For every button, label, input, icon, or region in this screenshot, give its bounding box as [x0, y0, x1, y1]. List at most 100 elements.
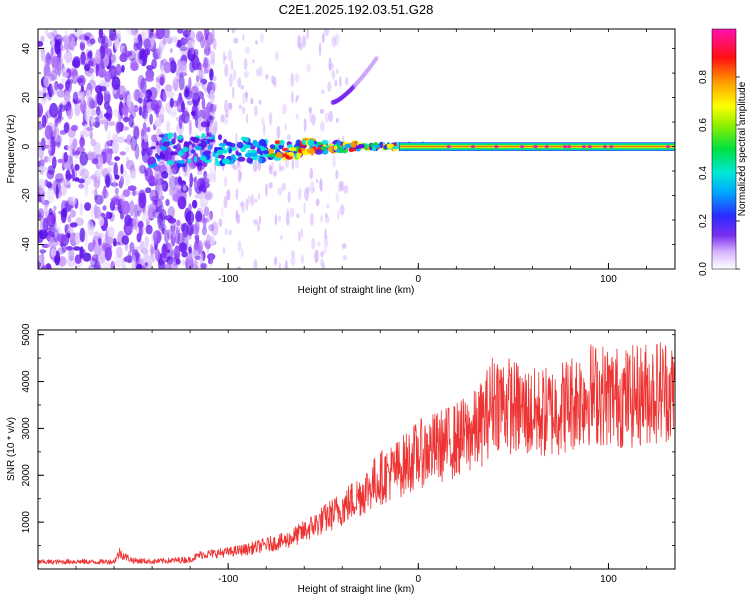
heatmap-noise-blob [158, 213, 164, 225]
heatmap-noise-blob [175, 78, 183, 83]
heatmap-noise-blob [180, 45, 189, 58]
heatmap-noise-blob [149, 243, 154, 256]
heatmap-noise-blob [107, 130, 112, 146]
heatmap-noise-blob [89, 130, 93, 140]
heatmap-noise-blob [69, 67, 78, 77]
heatmap-noise-blob [124, 214, 132, 227]
heatmap-faint-blob [320, 120, 325, 132]
heatmap-faint-blob [224, 113, 229, 119]
heatmap-noise-blob [191, 199, 198, 209]
heatmap-noise-blob [85, 56, 91, 62]
heatmap-noise-blob [159, 76, 165, 86]
heatmap-signal-blob [242, 144, 248, 150]
heatmap-faint-blob [278, 262, 281, 269]
heatmap-faint-blob [335, 169, 339, 180]
y-tick-label: 5000 [21, 323, 32, 346]
heatmap-noise-blob [92, 239, 96, 248]
heatmap-noise-blob [80, 85, 84, 92]
heatmap-faint-blob [272, 171, 278, 176]
heatmap-noise-blob [208, 115, 215, 121]
heatmap-faint-blob [331, 69, 336, 80]
heatmap-noise-blob [152, 230, 162, 244]
heatmap-faint-blob [308, 106, 312, 114]
heatmap-noise-blob [59, 103, 63, 110]
heatmap-noise-blob [111, 139, 119, 155]
heatmap-faint-blob [229, 73, 233, 88]
heatmap-signal-blob [215, 152, 218, 159]
heatmap-noise-blob [149, 113, 154, 125]
heatmap-faint-blob [253, 161, 258, 173]
heatmap-noise-blob [71, 168, 75, 182]
heatmap-noise-blob [138, 225, 143, 238]
heatmap-noise-blob [211, 221, 219, 236]
heatmap-noise-blob [145, 89, 153, 99]
heatmap-noise-blob [144, 236, 149, 248]
heatmap-noise-blob [204, 36, 210, 51]
heatmap-noise-blob [151, 231, 158, 246]
heatmap-noise-blob [150, 35, 155, 47]
heatmap-noise-blob [38, 178, 46, 194]
heatmap-noise-blob [72, 91, 79, 105]
heatmap-noise-blob [97, 35, 106, 44]
heatmap-noise-blob [152, 208, 161, 219]
heatmap-signal-blob [307, 139, 315, 146]
heatmap-noise-blob [59, 184, 67, 196]
heatmap-faint-blob [290, 91, 294, 104]
heatmap-noise-blob [175, 226, 180, 235]
heatmap-noise-blob [107, 166, 112, 173]
heatmap-faint-blob [224, 63, 229, 78]
heatmap-noise-blob [188, 76, 192, 90]
heatmap-faint-blob [253, 259, 258, 269]
heatmap-noise-blob [38, 211, 42, 219]
heatmap-signal-blob [244, 153, 253, 158]
heatmap-noise-blob [166, 165, 172, 180]
heatmap-noise-blob [95, 172, 101, 181]
heatmap-faint-blob [268, 182, 273, 189]
heatmap-noise-blob [119, 151, 127, 156]
heatmap-noise-blob [80, 37, 86, 44]
heatmap-noise-blob [155, 78, 161, 94]
heatmap-noise-blob [164, 146, 173, 163]
heatmap-noise-blob [52, 180, 57, 189]
heatmap-noise-blob [121, 104, 129, 116]
heatmap-signal-blob [260, 146, 265, 151]
heatmap-faint-blob [316, 178, 319, 184]
heatmap-noise-blob [107, 38, 113, 47]
heatmap-noise-blob [127, 185, 137, 191]
heatmap-faint-blob [235, 132, 238, 146]
heatmap-faint-blob [342, 135, 345, 143]
heatmap-faint-blob [296, 213, 300, 219]
heatmap-faint-blob [210, 255, 213, 269]
heatmap-noise-blob [200, 217, 209, 224]
heatmap-signal-blob [298, 148, 302, 154]
heatmap-noise-blob [181, 101, 185, 113]
heatmap-signal-blob [228, 147, 232, 154]
heatmap-peak-dot [470, 145, 475, 149]
heatmap-noise-blob [114, 255, 124, 267]
heatmap-noise-blob [79, 227, 86, 243]
heatmap-noise-blob [43, 92, 47, 98]
heatmap-noise-blob [46, 227, 56, 235]
heatmap-noise-blob [65, 173, 73, 180]
heatmap-faint-blob [206, 212, 212, 223]
heatmap-noise-blob [83, 36, 90, 41]
heatmap-signal-blob [182, 146, 189, 153]
heatmap-noise-blob [105, 148, 113, 164]
heatmap-noise-blob [120, 176, 124, 186]
heatmap-noise-blob [55, 183, 59, 200]
heatmap-noise-blob [197, 101, 201, 117]
heatmap-faint-blob [282, 103, 287, 115]
heatmap-faint-blob [231, 29, 236, 34]
heatmap-noise-blob [193, 49, 199, 57]
heatmap-faint-blob [204, 40, 210, 50]
heatmap-faint-blob [228, 229, 232, 236]
heatmap-noise-blob [174, 75, 178, 84]
heatmap-faint-blob [280, 165, 285, 171]
heatmap-noise-blob [65, 80, 71, 90]
heatmap-faint-blob [297, 187, 302, 201]
heatmap-noise-blob [80, 93, 84, 102]
heatmap-noise-blob [56, 89, 66, 98]
heatmap-signal-blob [176, 135, 183, 140]
heatmap-signal-blob [190, 149, 196, 154]
heatmap-noise-blob [181, 259, 185, 266]
